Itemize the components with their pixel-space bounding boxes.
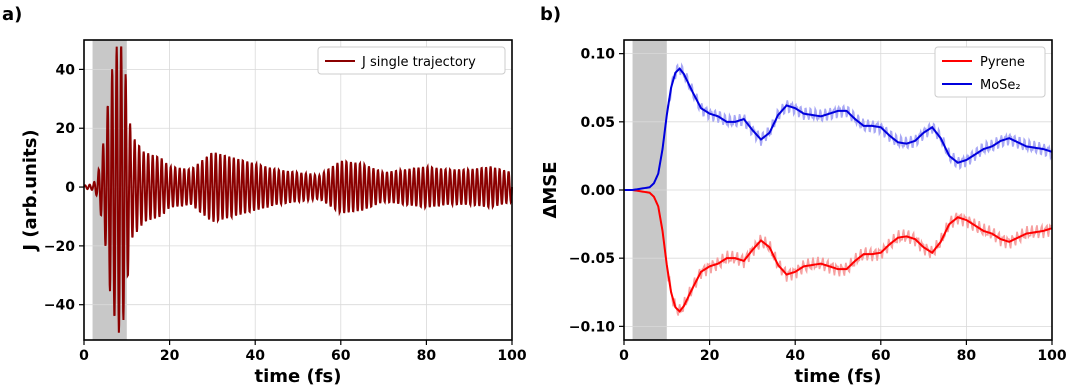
legend-label-pyrene: Pyrene <box>980 55 1025 70</box>
y-tick-label-a-4: 40 <box>56 62 76 78</box>
y-tick-label-a-3: 20 <box>56 121 76 137</box>
x-tick-label-b-1: 20 <box>700 348 720 364</box>
series-line-mose2 <box>624 67 1053 191</box>
y-tick-label-a-1: −20 <box>44 239 75 255</box>
y-tick-label-b-3: 0.05 <box>580 115 615 131</box>
y-tick-label-b-1: −0.05 <box>569 251 615 267</box>
y-tick-label-a-2: 0 <box>65 180 75 196</box>
chart-panel-b: 0 20 40 60 80 100 −0.10 −0.05 0.00 0.05 0.10 time … <box>540 39 1066 387</box>
legend-label-mose2: MoSe₂ <box>980 78 1021 93</box>
y-tick-label-b-2: 0.00 <box>580 183 615 199</box>
x-axis-label-b: time (fs) <box>794 366 881 387</box>
legend-a: J single trajectory <box>317 46 506 75</box>
x-tick-label-b-0: 0 <box>619 348 629 364</box>
series-line-j-single-trajectory <box>83 46 513 333</box>
legend-box-a <box>317 46 506 75</box>
y-tick-label-b-4: 0.10 <box>580 47 615 63</box>
x-tick-label-a-0: 0 <box>79 348 89 364</box>
y-axis-label-b: ΔMSE <box>540 161 561 218</box>
x-tick-label-b-4: 80 <box>957 348 977 364</box>
x-tick-label-a-1: 20 <box>160 348 180 364</box>
plot-frame-a <box>83 39 513 341</box>
x-tick-label-b-3: 60 <box>871 348 891 364</box>
x-tick-label-a-2: 40 <box>245 348 265 364</box>
x-tick-label-a-4: 80 <box>417 348 437 364</box>
y-tick-label-b-0: −0.10 <box>569 319 616 335</box>
legend-b: Pyrene MoSe₂ <box>934 46 1046 98</box>
x-axis-label-a: time (fs) <box>254 366 341 387</box>
x-tick-label-b-5: 100 <box>1037 348 1066 364</box>
legend-label-j: J single trajectory <box>361 55 476 70</box>
x-tick-label-a-5: 100 <box>497 348 526 364</box>
y-tick-label-a-0: −40 <box>44 298 75 314</box>
x-tick-label-b-2: 40 <box>785 348 805 364</box>
x-tick-label-a-3: 60 <box>331 348 351 364</box>
chart-panel-a: 0 20 40 60 80 100 −40 −20 0 20 40 time (fs) J (arb… <box>20 39 527 387</box>
panel-label-a: a) <box>2 4 22 25</box>
y-axis-label-a: J (arb.units) <box>20 129 41 252</box>
series-line-pyrene <box>624 189 1053 313</box>
panel-label-b: b) <box>540 4 561 25</box>
